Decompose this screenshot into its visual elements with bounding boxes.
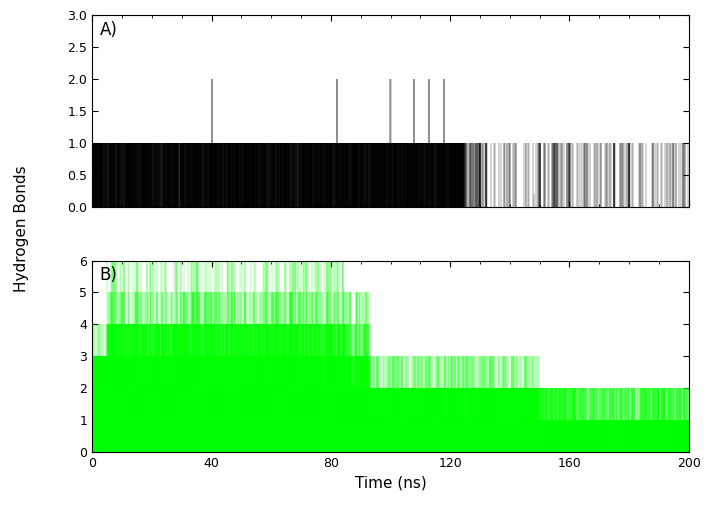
Text: B): B) [99,266,117,284]
Text: A): A) [99,21,117,39]
X-axis label: Time (ns): Time (ns) [354,475,427,491]
Text: Hydrogen Bonds: Hydrogen Bonds [13,165,29,292]
